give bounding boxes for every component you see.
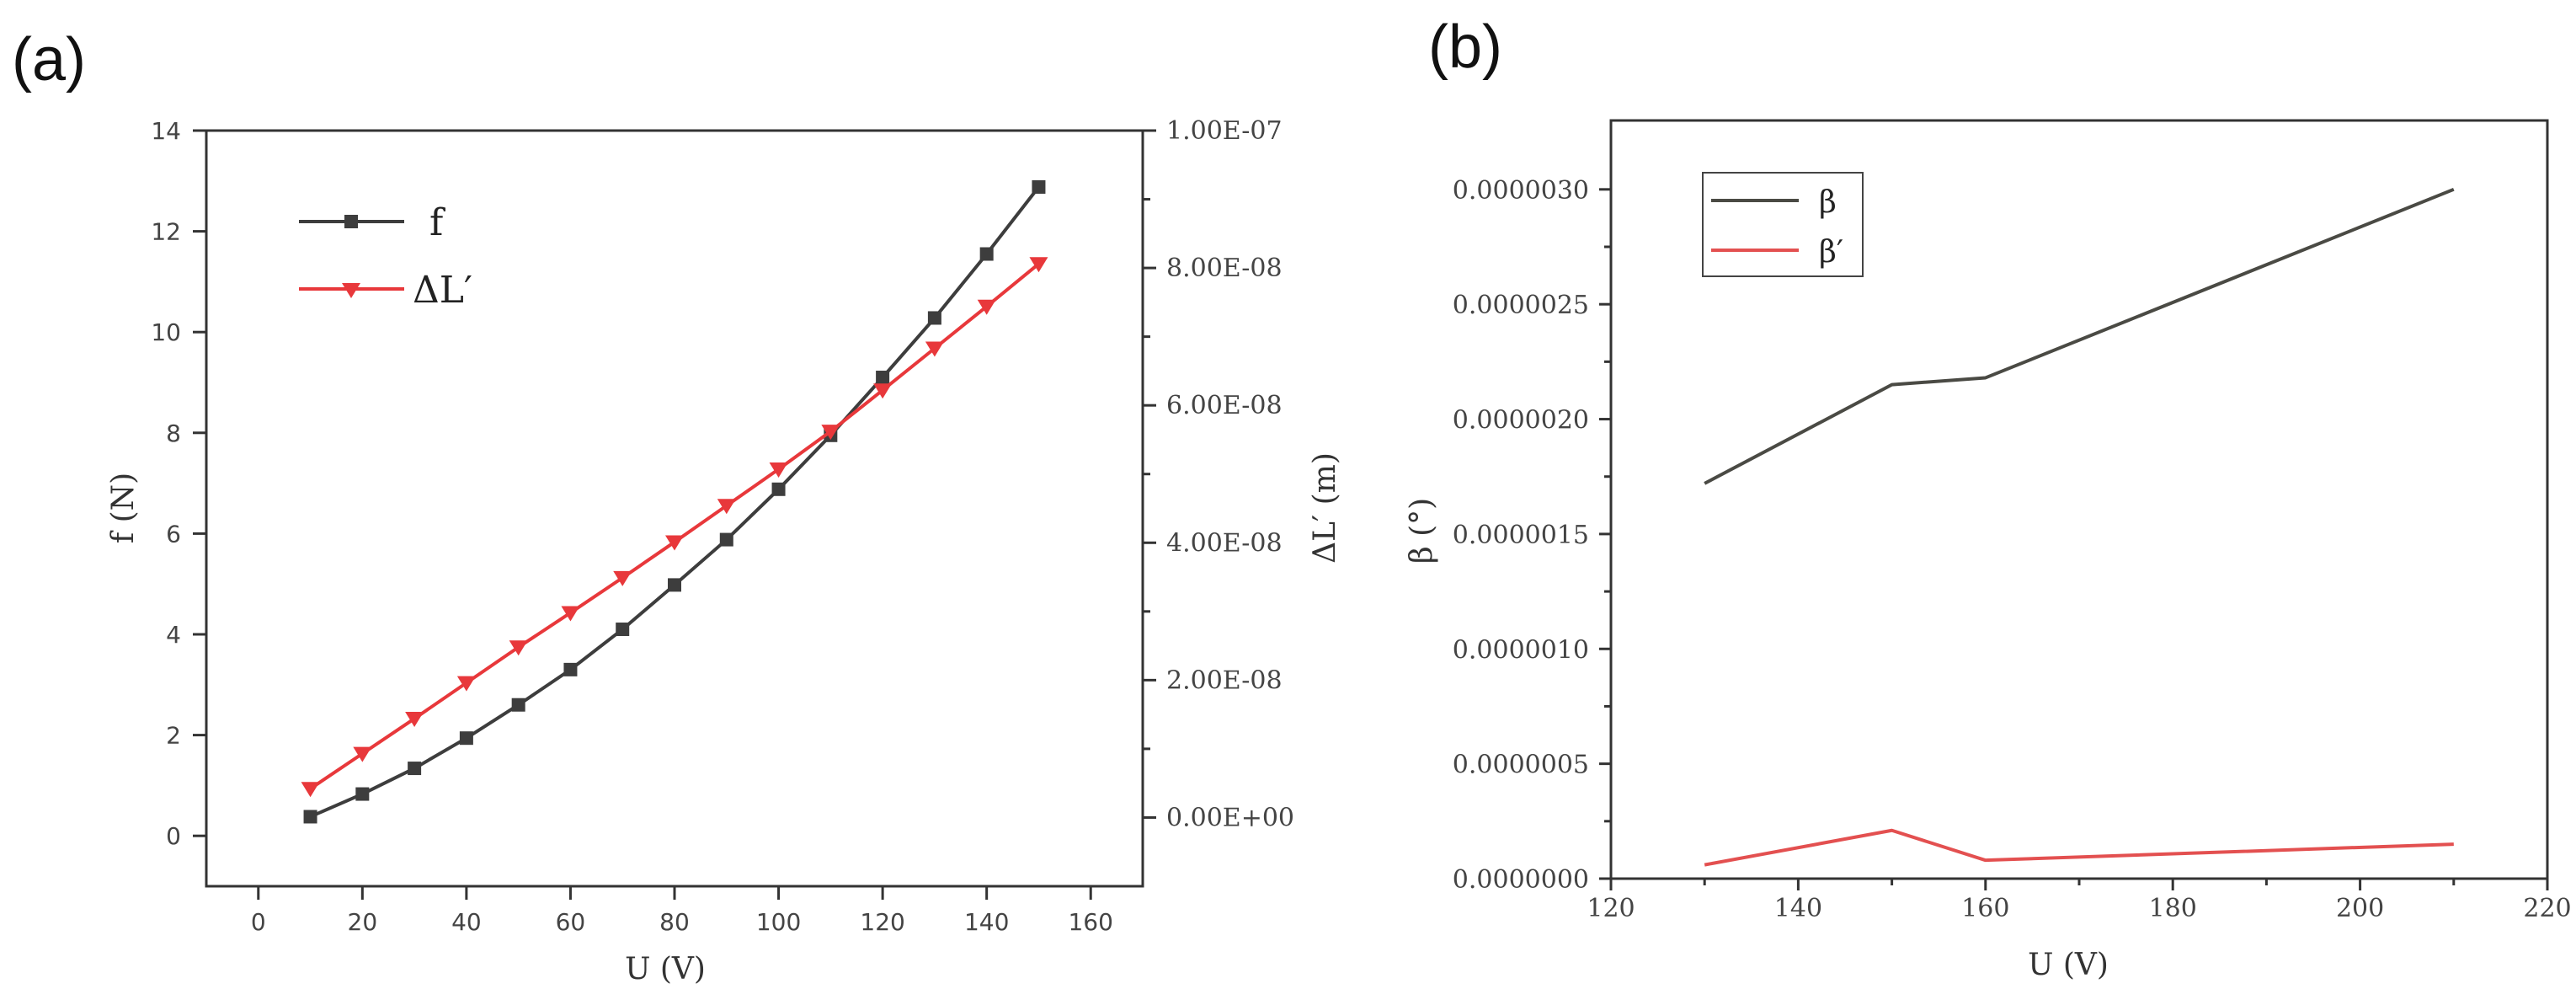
- x-tick-label: 140: [1774, 894, 1822, 923]
- y2-tick-label: 0.00E+00: [1166, 803, 1294, 832]
- x-tick-label: 200: [2336, 894, 2384, 923]
- y2-tick-label: 4.00E-08: [1166, 528, 1283, 558]
- x-tick-label: 0: [251, 908, 266, 936]
- f-data-point: [459, 731, 473, 746]
- panel-a: (a) 0 20 40 60 80 100 120 140 160 0 2 4 6 8 10 12 14 0.…: [12, 26, 1342, 986]
- legend-f-marker: [344, 215, 358, 228]
- panel-b-legend: β β′: [1702, 172, 1864, 277]
- x-tick-label: 100: [756, 908, 801, 936]
- delta-l-data-point: [456, 676, 476, 692]
- y-tick-label: 0.0000000: [1453, 865, 1589, 895]
- y-tick-label: 0.0000010: [1453, 635, 1589, 665]
- beta-prime-series-line: [1704, 828, 2454, 867]
- panel-a-series: [301, 179, 1048, 824]
- delta-l-data-point: [977, 299, 996, 315]
- panel-a-y-axis-label: f (N): [106, 473, 141, 543]
- panel-b: (b) 120 140 160 180 200 220 0.00000000.000000…: [1405, 13, 2572, 982]
- delta-l-data-point: [613, 570, 632, 586]
- delta-l-data-point: [665, 535, 684, 551]
- delta-l-data-point: [301, 782, 320, 798]
- panel-a-x-ticks: 0 20 40 60 80 100 120 140 160: [251, 886, 1113, 936]
- x-tick-label: 120: [1587, 894, 1635, 923]
- x-tick-label: 160: [1961, 894, 2009, 923]
- panel-a-label: (a): [12, 26, 86, 94]
- x-tick-label: 120: [860, 908, 904, 936]
- legend-f-label: f: [429, 201, 445, 244]
- y-tick-label: 0.0000030: [1453, 176, 1589, 206]
- panel-a-x-axis-label: U (V): [625, 952, 706, 986]
- f-data-point: [979, 247, 994, 261]
- panel-b-x-axis-label: U (V): [2028, 948, 2109, 982]
- delta-l-data-point: [405, 712, 424, 728]
- f-data-point: [876, 371, 890, 385]
- delta-l-data-point: [509, 640, 528, 656]
- legend-beta-label: β: [1819, 185, 1837, 220]
- f-data-point: [303, 810, 317, 824]
- y-tick-label: 0.0000020: [1453, 406, 1589, 436]
- f-data-point: [511, 698, 525, 712]
- x-tick-label: 40: [451, 908, 482, 936]
- y-tick-label: 0.0000005: [1453, 751, 1589, 780]
- x-tick-label: 220: [2523, 894, 2571, 923]
- y2-tick-label: 8.00E-08: [1166, 254, 1283, 283]
- panel-b-legend-box: [1702, 172, 1864, 277]
- y2-tick-label: 2.00E-08: [1166, 666, 1283, 695]
- y-tick-label: 10: [151, 318, 181, 346]
- delta-l-data-point: [353, 746, 372, 762]
- panel-b-y-axis-label: β (°): [1405, 498, 1439, 564]
- y-tick-label: 0.0000025: [1453, 291, 1589, 320]
- panel-a-plot-frame: [205, 129, 1144, 888]
- y-tick-label: 14: [151, 117, 181, 145]
- f-data-point: [355, 787, 370, 801]
- x-tick-label: 20: [348, 908, 378, 936]
- panel-a-y2-axis-label: ΔL′ (m): [1308, 452, 1342, 564]
- y-tick-label: 4: [166, 621, 181, 649]
- f-data-point: [408, 762, 422, 776]
- y2-tick-label: 6.00E-08: [1166, 391, 1283, 420]
- x-tick-label: 180: [2149, 894, 2197, 923]
- x-tick-label: 80: [659, 908, 690, 936]
- delta-l-data-point: [873, 383, 893, 399]
- f-data-point: [771, 482, 786, 496]
- panel-b-y-ticks: 0.0000000 0.0000005 0.0000010 0.0000015 0.00…: [1453, 176, 1611, 895]
- y2-tick-label: 1.00E-07: [1166, 116, 1283, 146]
- panel-b-series: [1704, 187, 2455, 867]
- f-data-point: [719, 532, 733, 547]
- y-tick-label: 0.0000015: [1453, 521, 1589, 550]
- delta-l-data-point: [561, 606, 580, 622]
- panel-b-x-ticks: 120 140 160 180 200 220: [1587, 879, 2572, 923]
- panel-b-label: (b): [1428, 13, 1502, 81]
- y-tick-label: 12: [151, 218, 181, 246]
- f-data-point: [1032, 179, 1046, 194]
- delta-l-data-point: [717, 499, 736, 515]
- legend-beta-prime-label: β′: [1819, 235, 1843, 270]
- x-tick-label: 60: [556, 908, 586, 936]
- panel-a-y-ticks: 0 2 4 6 8 10 12 14: [151, 117, 206, 850]
- f-data-point: [563, 662, 578, 676]
- x-tick-label: 140: [964, 908, 1009, 936]
- f-data-point: [616, 623, 630, 637]
- delta-l-data-point: [821, 425, 840, 441]
- panel-a-legend: f ΔL′: [299, 201, 472, 312]
- x-tick-label: 160: [1068, 908, 1112, 936]
- y-tick-label: 8: [166, 420, 181, 447]
- y-tick-label: 6: [166, 520, 181, 548]
- beta-series-line: [1704, 187, 2455, 485]
- delta-l-data-point: [925, 341, 944, 357]
- delta-l-data-point: [769, 462, 788, 478]
- panel-a-y2-ticks: 0.00E+00 2.00E-08 4.00E-08 6.00E-08 8.00E-08…: [1143, 116, 1294, 832]
- y-tick-label: 0: [166, 822, 181, 850]
- f-data-point: [668, 578, 681, 592]
- legend-delta-l-marker: [342, 283, 360, 298]
- f-data-point: [927, 311, 941, 325]
- panel-b-plot-frame: [1609, 119, 2549, 880]
- y-tick-label: 2: [166, 722, 181, 750]
- delta-l-data-point: [1029, 257, 1048, 273]
- legend-delta-l-label: ΔL′: [413, 269, 472, 312]
